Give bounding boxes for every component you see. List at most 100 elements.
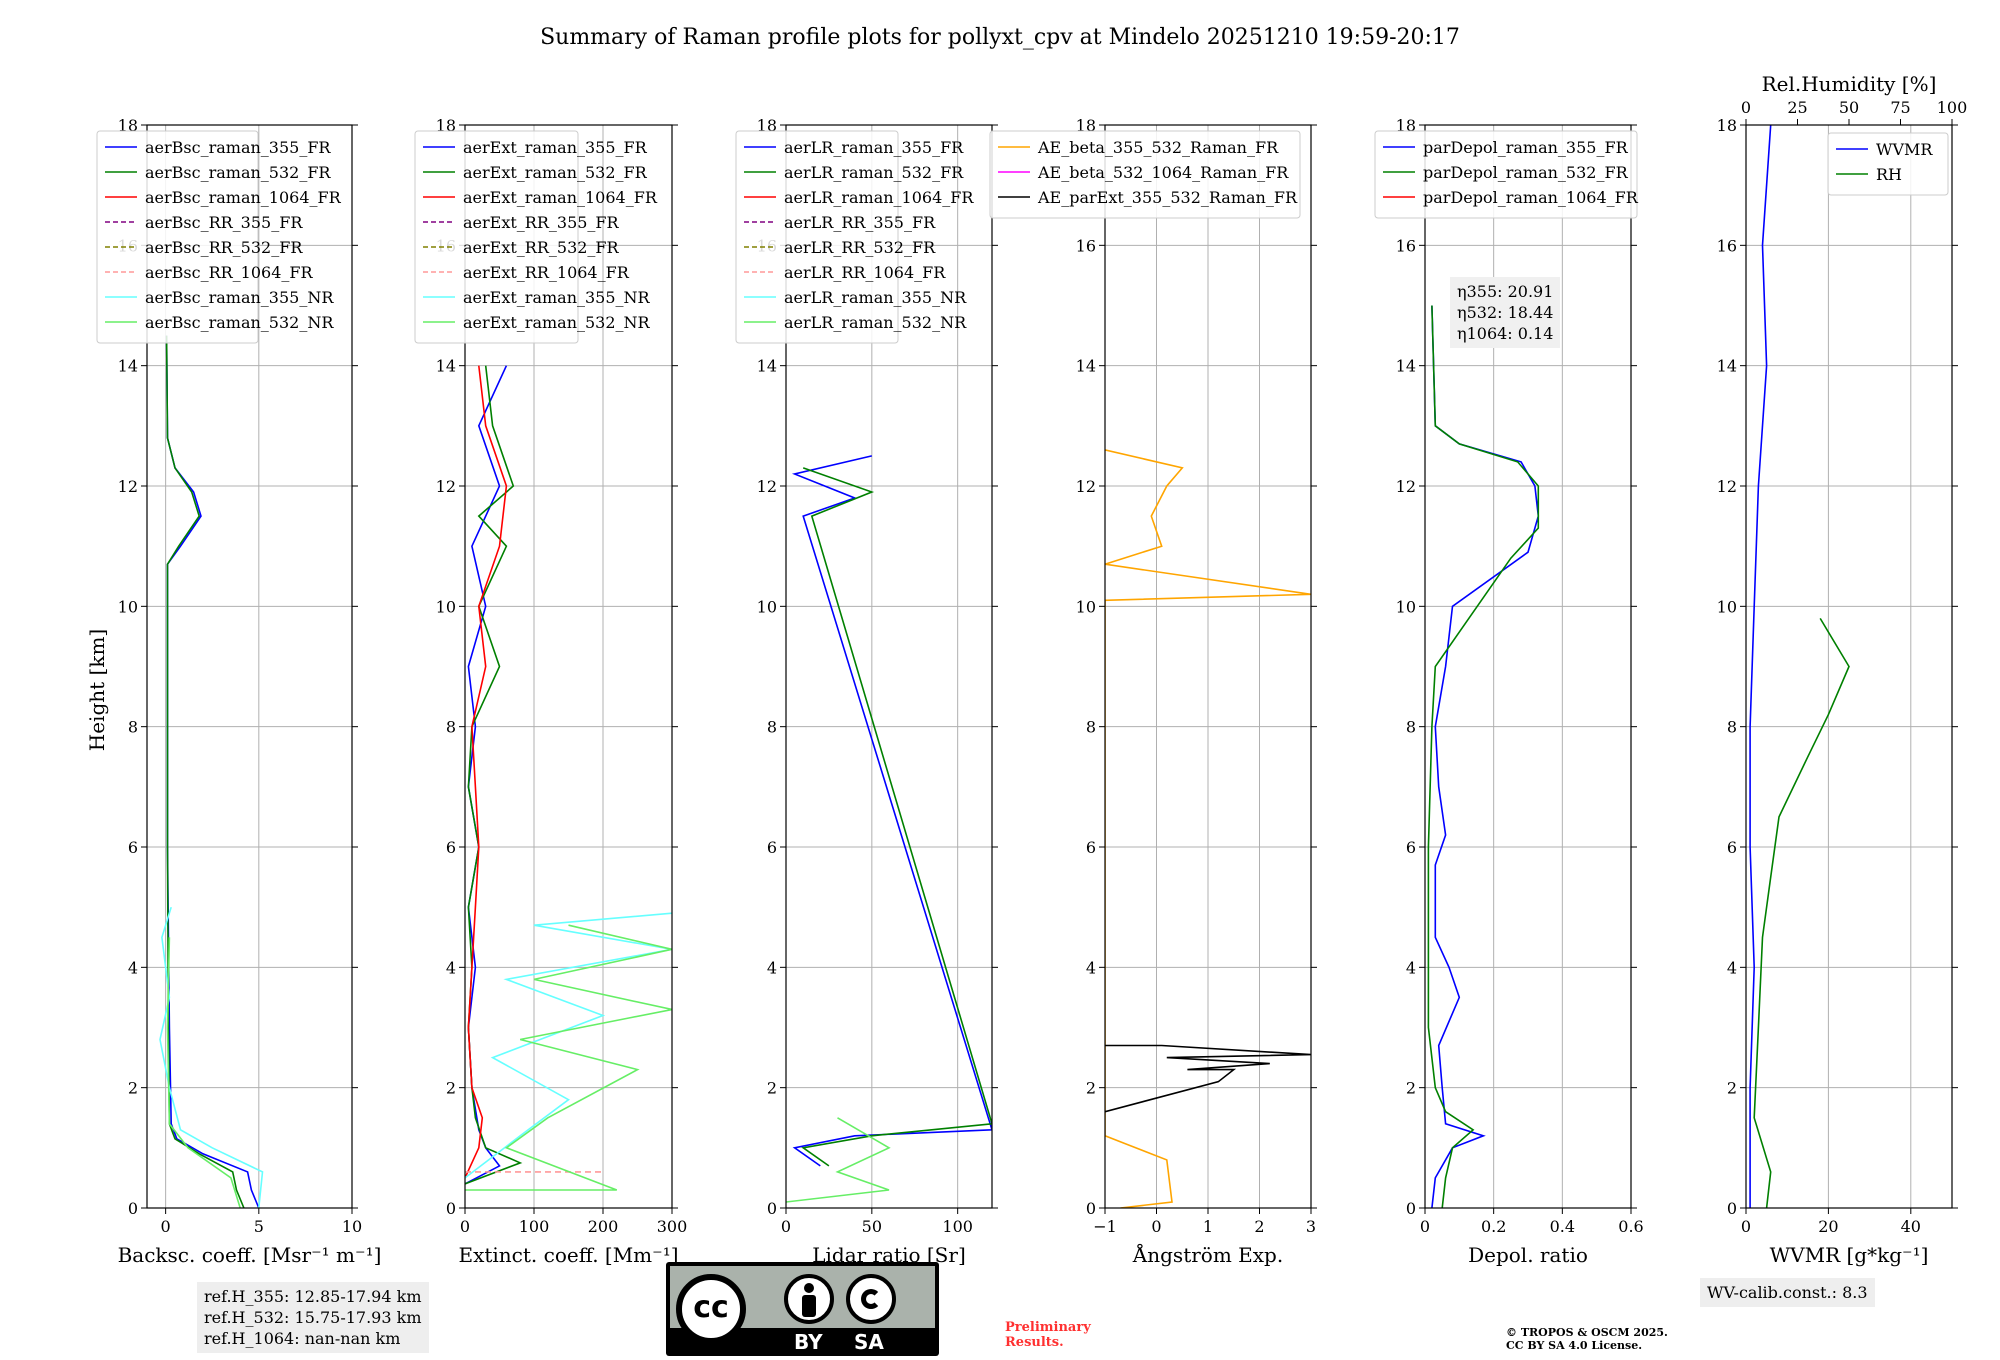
x-tick-label: −1: [1093, 1217, 1117, 1236]
y-tick-label: 10: [1076, 597, 1096, 616]
y-tick-label: 0: [1406, 1199, 1416, 1218]
panel-5: 0 2 4 6 8 10 12 14 16 18 0 0.2 0.4 0.6 Depol. ratio par…: [1374, 116, 1644, 1267]
legend-label: aerExt_RR_1064_FR: [463, 263, 630, 282]
axes-frame: [1424, 124, 1632, 1209]
y-tick-label: 8: [1406, 718, 1416, 737]
top-x-tick-label: 0: [1741, 98, 1751, 117]
top-x-tick-label: 25: [1787, 98, 1807, 117]
y-tick-label: 6: [128, 838, 138, 857]
x-tick-label: 5: [254, 1217, 264, 1236]
legend-label: aerBsc_RR_355_FR: [145, 213, 303, 232]
y-tick-label: 4: [446, 958, 456, 977]
legend-label: parDepol_raman_1064_FR: [1423, 188, 1639, 207]
legend-label: WVMR: [1876, 140, 1933, 159]
legend-label: aerLR_RR_532_FR: [784, 238, 936, 257]
legend-label: aerLR_raman_532_NR: [784, 313, 967, 332]
legend-label: aerBsc_raman_1064_FR: [145, 188, 342, 207]
person-icon: [784, 1274, 834, 1324]
x-tick-label: 1: [1203, 1217, 1213, 1236]
y-tick-label: 4: [1086, 958, 1096, 977]
series-line-aerLR_raman_532_NR: [786, 1117, 891, 1203]
legend-label: aerBsc_raman_355_NR: [145, 288, 334, 307]
series-group: [786, 455, 992, 1203]
axes-frame: [146, 124, 353, 1209]
license-by-label: BY: [794, 1330, 823, 1354]
legend-label: aerLR_RR_1064_FR: [784, 263, 946, 282]
y-tick-label: 8: [767, 718, 777, 737]
legend-label: aerBsc_RR_532_FR: [145, 238, 303, 257]
y-tick-label: 6: [1727, 838, 1737, 857]
legend-label: aerLR_raman_532_FR: [784, 163, 964, 182]
series-line-aerExt_raman_532_NR: [465, 924, 672, 1191]
preliminary-line2: Results.: [1005, 1335, 1064, 1350]
copyright-notice: © TROPOS & OSCM 2025. CC BY SA 4.0 Licen…: [1506, 1326, 1668, 1352]
x-tick-label: 100: [942, 1217, 973, 1236]
x-tick-label: 10: [342, 1217, 362, 1236]
preliminary-line1: Preliminary: [1005, 1320, 1091, 1335]
preliminary-notice: Preliminary Results.: [1005, 1320, 1091, 1350]
x-tick-label: 0: [781, 1217, 791, 1236]
y-tick-label: 6: [767, 838, 777, 857]
x-axis-label: Depol. ratio: [1468, 1243, 1588, 1267]
y-tick-label: 18: [1076, 116, 1096, 135]
top-x-tick-label: 100: [1937, 98, 1968, 117]
legend-label: aerLR_raman_355_FR: [784, 138, 964, 157]
share-alike-icon: [846, 1274, 896, 1324]
y-tick-label: 14: [436, 357, 456, 376]
ref-height-1064: ref.H_1064: nan-nan km: [204, 1329, 401, 1348]
eta-355: η355: 20.91: [1457, 282, 1554, 301]
y-tick-label: 12: [757, 477, 777, 496]
legend: AE_beta_355_532_Raman_FR AE_beta_532_1064…: [989, 130, 1301, 219]
y-tick-label: 18: [436, 116, 456, 135]
y-tick-label: 14: [1396, 357, 1416, 376]
top-x-tick-label: 75: [1890, 98, 1910, 117]
legend: WVMR RH: [1827, 132, 1949, 196]
height-axis-label: Height [km]: [85, 629, 109, 751]
y-tick-label: 12: [1717, 477, 1737, 496]
panel-3: 024681012141618050100Lidar ratio [Sr]aer…: [735, 116, 998, 1267]
x-axis-label: Ångström Exp.: [1132, 1242, 1283, 1267]
y-tick-label: 4: [767, 958, 777, 977]
y-tick-label: 2: [446, 1079, 456, 1098]
legend: parDepol_raman_355_FR parDepol_raman_532_…: [1374, 130, 1639, 219]
legend-label: aerExt_raman_1064_FR: [463, 188, 658, 207]
y-tick-label: 2: [128, 1079, 138, 1098]
x-tick-label: 0.2: [1481, 1217, 1506, 1236]
x-axis-label: Backsc. coeff. [Msr⁻¹ m⁻¹]: [118, 1243, 382, 1267]
y-tick-label: 8: [128, 718, 138, 737]
wv-calibration-box: WV-calib.const.: 8.3: [1700, 1278, 1875, 1307]
legend-label: parDepol_raman_355_FR: [1423, 138, 1629, 157]
legend-frame: [96, 130, 259, 344]
legend-label: aerExt_raman_532_NR: [463, 313, 651, 332]
ref-height-532: ref.H_532: 15.75-17.93 km: [204, 1308, 422, 1327]
series-group: [465, 365, 672, 1191]
series-group: [1749, 125, 1850, 1208]
legend-label: aerBsc_RR_1064_FR: [145, 263, 314, 282]
profile-panels: 0246810121416180510Backsc. coeff. [Msr⁻¹…: [96, 72, 1968, 1267]
y-tick-label: 18: [757, 116, 777, 135]
legend-label: aerExt_raman_532_FR: [463, 163, 648, 182]
y-tick-label: 6: [1086, 838, 1096, 857]
y-tick-label: 14: [118, 357, 138, 376]
legend-label: aerExt_RR_355_FR: [463, 213, 620, 232]
legend-frame: [1374, 130, 1638, 219]
x-tick-label: 2: [1254, 1217, 1264, 1236]
legend-frame: [414, 130, 579, 344]
y-tick-label: 18: [118, 116, 138, 135]
x-tick-label: 200: [588, 1217, 619, 1236]
y-tick-label: 8: [1727, 718, 1737, 737]
y-tick-label: 10: [1396, 597, 1416, 616]
x-axis-label: Extinct. coeff. [Mm⁻¹]: [458, 1243, 678, 1267]
y-tick-label: 18: [1396, 116, 1416, 135]
legend-label: AE_parExt_355_532_Raman_FR: [1037, 188, 1298, 207]
y-tick-label: 0: [1086, 1199, 1096, 1218]
y-tick-label: 0: [446, 1199, 456, 1218]
legend-label: parDepol_raman_532_FR: [1423, 163, 1629, 182]
legend-label: AE_beta_532_1064_Raman_FR: [1037, 163, 1289, 182]
series-line-parDepol_raman_355_FR: [1431, 305, 1540, 1208]
figure-title: Summary of Raman profile plots for polly…: [540, 25, 1460, 50]
series-line-aerBsc_raman_532_FR: [165, 335, 245, 1208]
legend: aerBsc_raman_355_FR aerBsc_raman_532_FRae…: [96, 130, 342, 344]
